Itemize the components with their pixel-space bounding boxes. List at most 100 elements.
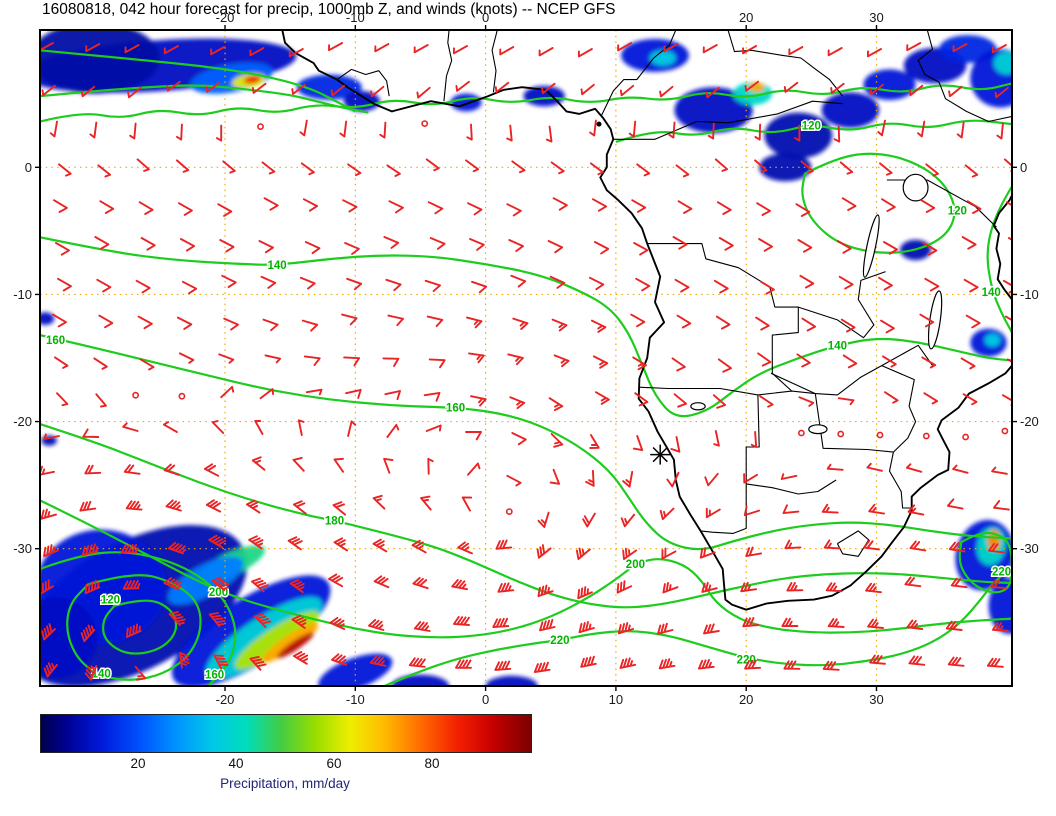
wind-barb	[40, 465, 55, 476]
wind-barb	[43, 662, 58, 678]
country-border	[917, 30, 1012, 123]
wind-barb	[408, 657, 426, 668]
wind-barb	[1004, 315, 1012, 330]
precip-cell	[276, 632, 314, 659]
wind-barb	[217, 203, 233, 217]
wind-barb	[203, 463, 220, 477]
wind-barb	[177, 202, 193, 216]
wind-barb	[788, 46, 804, 56]
wind-barb	[827, 618, 845, 628]
wind-barb	[49, 120, 58, 138]
wind-barb	[713, 279, 729, 294]
wind-barb	[591, 198, 608, 212]
wind-barb	[506, 474, 522, 487]
wind-barb	[370, 85, 385, 98]
wind-barb	[868, 503, 885, 515]
country-border	[814, 393, 894, 453]
wind-barb	[548, 397, 564, 412]
lake	[690, 402, 706, 411]
wind-barb	[991, 621, 1009, 632]
wind-barb	[420, 495, 432, 511]
plot-title: 16080818, 042 hour forecast for precip, …	[42, 1, 616, 18]
precip-cell	[649, 50, 676, 66]
wind-barb	[507, 353, 524, 366]
height-contour-200	[40, 499, 1012, 639]
wind-barb	[619, 657, 637, 669]
wind-barb	[549, 275, 566, 289]
wind-barb	[57, 277, 72, 292]
calm-wind-marker	[798, 429, 805, 437]
wind-barb	[547, 240, 564, 254]
wind-barb	[468, 352, 485, 364]
country-border	[727, 30, 844, 97]
country-border	[443, 30, 453, 102]
map-frame	[39, 29, 1013, 687]
axis-label: 0	[482, 692, 489, 707]
wind-barb	[511, 432, 527, 446]
wind-barb	[512, 317, 529, 330]
wind-barb	[786, 582, 804, 592]
wind-barb	[674, 278, 690, 293]
wind-barb	[99, 200, 115, 214]
wind-barb	[382, 357, 400, 367]
wind-barb	[163, 45, 179, 55]
wind-barb	[917, 120, 926, 138]
wind-barb	[508, 239, 524, 253]
wind-barb	[950, 577, 968, 589]
wind-barb	[594, 391, 610, 405]
calm-wind-marker	[178, 392, 186, 400]
wind-barb	[208, 612, 226, 627]
wind-barb	[704, 472, 719, 487]
precip-cell	[523, 85, 565, 107]
wind-barb	[697, 659, 715, 670]
wind-barb	[162, 421, 178, 433]
wind-barb	[96, 278, 112, 293]
wind-barb	[577, 48, 593, 58]
wind-barb	[666, 471, 680, 488]
country-border	[601, 30, 677, 116]
wind-barb	[425, 424, 442, 432]
wind-barb	[248, 535, 264, 550]
wind-barb	[550, 433, 564, 448]
wind-barb	[345, 388, 362, 399]
wind-barb	[628, 120, 637, 138]
wind-barb	[622, 547, 638, 561]
wind-barb	[658, 658, 676, 670]
island	[596, 121, 602, 127]
wind-barb	[796, 353, 811, 368]
wind-barb	[578, 621, 595, 634]
wind-barb	[134, 665, 147, 681]
wind-barb	[346, 277, 363, 291]
wind-barb	[633, 242, 649, 256]
wind-barb	[838, 275, 854, 290]
wind-barb	[537, 511, 550, 528]
wind-barb	[877, 119, 886, 137]
wind-barb	[165, 499, 182, 512]
height-contour-120	[102, 599, 178, 655]
axis-label: -20	[13, 414, 32, 429]
wind-barb	[343, 356, 361, 367]
wind-barb	[140, 237, 156, 251]
wind-barb	[881, 198, 896, 213]
wind-barb	[425, 158, 440, 172]
wind-barb	[428, 358, 446, 369]
height-contour-120	[40, 82, 1012, 123]
wind-barb	[506, 203, 522, 217]
wind-barb	[205, 499, 222, 513]
wind-barb	[668, 121, 676, 139]
precip-cell	[244, 75, 261, 84]
country-border	[647, 243, 799, 392]
height-contour-160	[40, 334, 1012, 551]
wind-barb	[383, 236, 400, 249]
wind-barb	[908, 655, 926, 666]
wind-barb	[304, 241, 321, 255]
wind-barb	[53, 199, 68, 213]
wind-barb	[715, 315, 731, 330]
wind-barb	[842, 354, 858, 369]
wind-barb	[797, 239, 813, 253]
wind-barb	[413, 44, 429, 54]
wind-barb	[287, 536, 303, 551]
wind-barb	[81, 543, 99, 557]
calm-wind-marker	[1001, 427, 1009, 435]
wind-barb	[330, 84, 346, 97]
